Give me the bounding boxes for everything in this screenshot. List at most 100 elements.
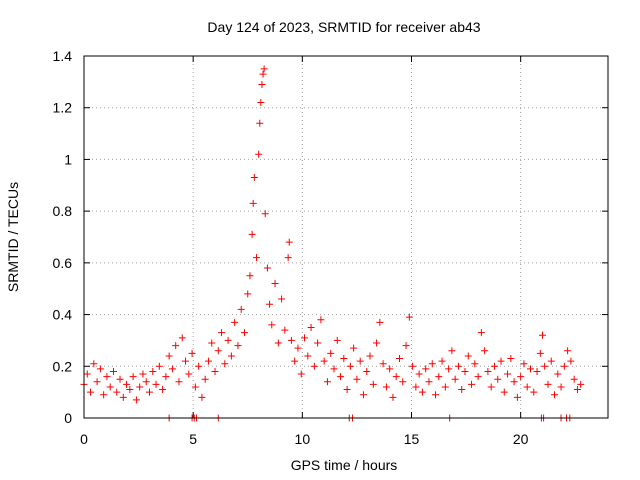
data-point [287, 336, 295, 344]
data-point [392, 373, 400, 381]
data-point [340, 355, 348, 363]
data-point [526, 365, 534, 373]
data-point [132, 396, 140, 404]
x-tick-label: 20 [513, 431, 529, 447]
data-point [464, 352, 472, 360]
data-point [554, 370, 562, 378]
data-point [314, 339, 322, 347]
data-point [90, 360, 98, 368]
data-point [557, 383, 565, 391]
data-point [149, 367, 157, 375]
data-point [218, 329, 226, 337]
data-point [208, 339, 216, 347]
y-tick-labels: 0 0.2 0.4 0.6 0.8 1 1.2 1.4 [53, 48, 73, 426]
data-point [500, 388, 508, 396]
data-point [451, 375, 459, 383]
y-tick-label: 0.2 [53, 358, 73, 374]
data-point [323, 378, 331, 386]
data-point [310, 362, 318, 370]
data-point [359, 391, 367, 399]
data-point [366, 352, 374, 360]
x-tick-label: 15 [404, 431, 420, 447]
data-point [415, 370, 423, 378]
data-point [285, 238, 293, 246]
data-point [116, 375, 124, 383]
data-point [484, 367, 492, 375]
data-point [227, 352, 235, 360]
data-point [481, 347, 489, 355]
data-point [510, 378, 518, 386]
data-point [327, 349, 335, 357]
data-point [533, 367, 541, 375]
data-point [343, 386, 351, 394]
data-point [441, 383, 449, 391]
data-point [162, 373, 170, 381]
data-point [211, 367, 219, 375]
axis-ticks [83, 55, 608, 419]
data-point [260, 65, 268, 73]
data-point [266, 300, 274, 308]
data-point [178, 334, 186, 342]
data-point [271, 280, 279, 288]
data-point [188, 349, 196, 357]
data-point [294, 344, 302, 352]
data-point [513, 393, 521, 401]
data-point [468, 380, 476, 388]
data-point [474, 373, 482, 381]
data-point [438, 357, 446, 365]
x-tick-label: 10 [295, 431, 311, 447]
data-point [256, 119, 264, 127]
data-point [301, 334, 309, 342]
data-point [560, 362, 568, 370]
data-point [435, 373, 443, 381]
y-tick-label: 1.4 [53, 48, 73, 64]
data-point [445, 365, 453, 373]
data-point [136, 383, 144, 391]
data-point [490, 362, 498, 370]
data-point [544, 380, 552, 388]
data-point [333, 336, 341, 344]
data-point [494, 375, 502, 383]
data-point [564, 347, 572, 355]
data-point [87, 388, 95, 396]
data-point [258, 80, 266, 88]
data-point [257, 99, 265, 107]
data-point [330, 365, 338, 373]
data-point [113, 388, 121, 396]
data-point [281, 326, 289, 334]
data-point [221, 360, 229, 368]
x-tick-label: 0 [80, 431, 88, 447]
data-point [259, 70, 267, 78]
data-point [261, 210, 269, 218]
data-point [536, 349, 544, 357]
data-point [386, 365, 394, 373]
data-point [422, 365, 430, 373]
data-point [405, 313, 413, 321]
data-point [240, 329, 248, 337]
data-point [382, 383, 390, 391]
data-point [448, 347, 456, 355]
data-point [389, 393, 397, 401]
data-point [487, 383, 495, 391]
data-point [83, 370, 91, 378]
data-point [103, 373, 111, 381]
grid-lines [84, 56, 608, 418]
data-point [547, 357, 555, 365]
data-point [214, 347, 222, 355]
x-tick-labels: 0 5 10 15 20 [80, 431, 529, 447]
data-point [175, 378, 183, 386]
y-tick-label: 0.6 [53, 255, 73, 271]
data-point [307, 324, 315, 331]
data-point [100, 391, 108, 399]
data-point [350, 344, 358, 352]
data-point [504, 370, 512, 378]
data-point [139, 370, 147, 378]
data-point [573, 386, 581, 394]
data-point [458, 386, 466, 394]
data-point [379, 360, 387, 368]
data-point [195, 362, 203, 370]
data-point [530, 388, 538, 396]
data-point [395, 355, 403, 363]
data-point [168, 365, 176, 373]
